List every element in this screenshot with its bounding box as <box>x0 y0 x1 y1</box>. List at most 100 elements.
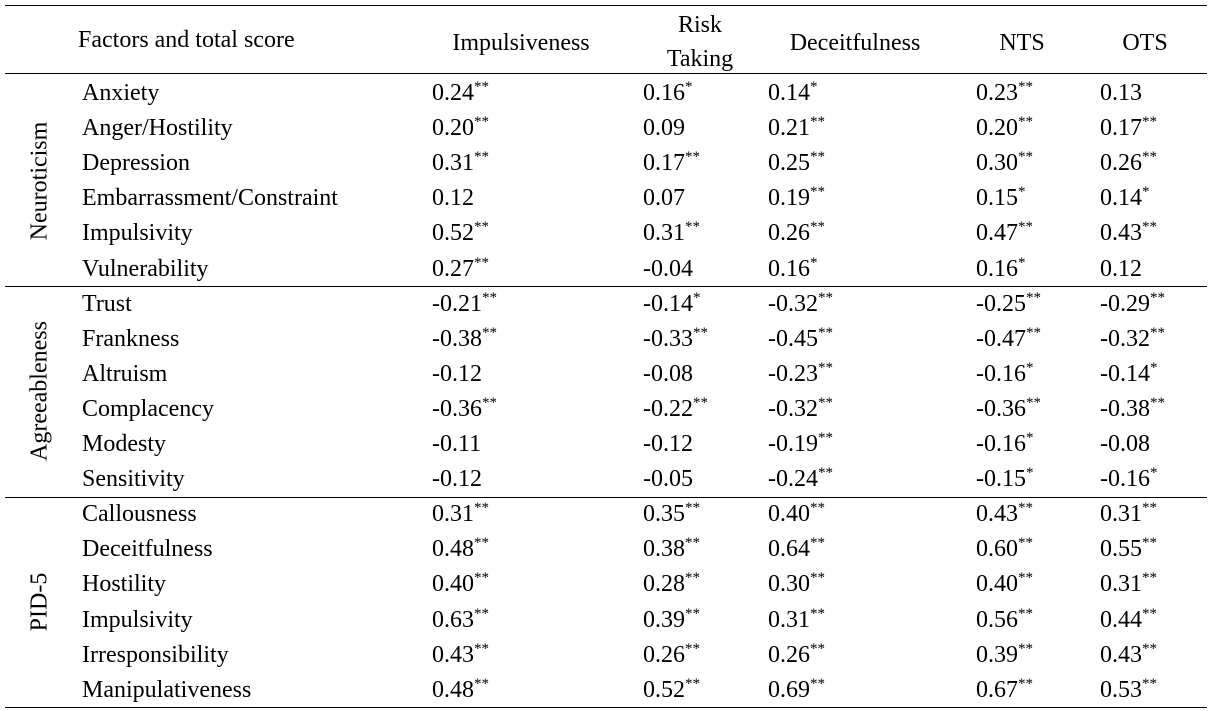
cell: 0.52** <box>432 219 489 250</box>
cell-value: 0.21 <box>768 115 810 142</box>
cell: 0.23** <box>976 79 1033 110</box>
cell: 0.16* <box>643 79 693 110</box>
significance: ** <box>482 324 497 341</box>
cell: 0.53** <box>1100 676 1157 707</box>
cell: -0.36** <box>432 395 497 426</box>
significance: * <box>1150 359 1158 376</box>
cell-value: 0.31 <box>643 220 685 247</box>
factor-label: Complacency <box>82 395 214 422</box>
significance: ** <box>810 500 825 517</box>
cell: -0.08 <box>1100 430 1150 458</box>
cell: 0.40** <box>432 570 489 601</box>
cell: 0.31** <box>1100 570 1157 601</box>
cell: 0.43** <box>1100 219 1157 250</box>
factor-label: Altruism <box>82 360 168 387</box>
cell-value: -0.33 <box>643 325 693 352</box>
cell-value: -0.36 <box>432 395 482 422</box>
column-header: Risk Taking <box>666 12 734 72</box>
cell-value: 0.31 <box>1100 571 1142 598</box>
rule <box>5 286 1207 288</box>
significance: ** <box>1018 79 1033 95</box>
cell-value: 0.23 <box>976 80 1018 106</box>
cell: 0.63** <box>432 606 489 637</box>
factor-label: Trust <box>82 290 132 317</box>
factor-label: Irresponsibility <box>82 641 229 668</box>
factor-label: Modesty <box>82 431 166 457</box>
significance: * <box>810 79 818 95</box>
cell-value: 0.53 <box>1100 676 1142 703</box>
cell-value: 0.48 <box>432 676 474 703</box>
column-header: NTS <box>999 30 1045 56</box>
cell-value: 0.56 <box>976 606 1018 633</box>
significance: * <box>810 254 818 271</box>
significance: ** <box>685 219 700 236</box>
cell-value: 0.28 <box>643 571 685 598</box>
significance: ** <box>1142 149 1157 166</box>
cell: 0.28** <box>643 570 700 601</box>
cell: 0.48** <box>432 535 489 566</box>
cell-value: 0.60 <box>976 536 1018 563</box>
significance: ** <box>1142 219 1157 236</box>
group-label: Neuroticism <box>26 121 53 241</box>
significance: ** <box>685 640 700 657</box>
factor-label: Hostility <box>82 571 167 598</box>
factor-label: Depression <box>82 150 190 177</box>
cell-value: 0.17 <box>1100 115 1142 142</box>
cell-value: 0.19 <box>768 185 810 212</box>
cell-value: 0.12 <box>1100 255 1142 282</box>
cell: 0.26** <box>643 641 700 672</box>
significance: ** <box>474 79 489 95</box>
factor-label: Anxiety <box>82 80 160 106</box>
cell-value: -0.16 <box>976 431 1026 457</box>
cell-value: 0.16 <box>768 255 810 282</box>
rule <box>5 73 1207 74</box>
cell-value: 0.07 <box>643 185 685 212</box>
cell-value: -0.29 <box>1100 290 1150 317</box>
cell-value: 0.12 <box>432 185 474 212</box>
cell: 0.17** <box>1100 114 1157 145</box>
cell-value: -0.08 <box>1100 431 1150 457</box>
cell-value: 0.31 <box>1100 501 1142 528</box>
cell: -0.19** <box>768 430 833 461</box>
cell: 0.31** <box>1100 500 1157 531</box>
cell-value: 0.47 <box>976 220 1018 247</box>
cell: 0.12 <box>1100 255 1142 283</box>
cell: -0.38** <box>1100 395 1165 426</box>
significance: ** <box>685 535 700 552</box>
cell: 0.20** <box>976 114 1033 145</box>
cell: 0.48** <box>432 676 489 707</box>
cell-value: 0.20 <box>432 115 474 142</box>
significance: ** <box>810 219 825 236</box>
significance: ** <box>1142 535 1157 552</box>
column-header: Impulsiveness <box>452 30 590 56</box>
significance: ** <box>1018 114 1033 131</box>
cell-value: 0.69 <box>768 676 810 703</box>
cell-value: 0.43 <box>976 501 1018 528</box>
cell-value: -0.11 <box>432 431 482 457</box>
cell-value: 0.09 <box>643 115 685 142</box>
cell: 0.27** <box>432 255 489 286</box>
significance: ** <box>1142 500 1157 517</box>
significance: ** <box>1018 605 1033 622</box>
factor-label: Impulsivity <box>82 606 193 633</box>
cell: 0.31** <box>432 149 489 180</box>
cell-value: 0.26 <box>643 641 685 668</box>
significance: ** <box>810 149 825 166</box>
cell: 0.19** <box>768 184 825 215</box>
significance: ** <box>685 570 700 587</box>
factor-label: Anger/Hostility <box>82 115 233 142</box>
cell-value: 0.26 <box>768 641 810 668</box>
significance: ** <box>1018 675 1033 692</box>
cell: 0.60** <box>976 535 1033 566</box>
cell-value: 0.31 <box>432 150 474 177</box>
cell: 0.39** <box>976 641 1033 672</box>
significance: ** <box>1142 605 1157 622</box>
cell: 0.14* <box>768 79 818 110</box>
cell: -0.38** <box>432 325 497 356</box>
cell-value: -0.32 <box>768 290 818 317</box>
cell: -0.23** <box>768 360 833 391</box>
cell-value: 0.26 <box>768 220 810 247</box>
significance: ** <box>482 394 497 411</box>
cell-value: 0.52 <box>432 220 474 247</box>
significance: * <box>1018 254 1026 271</box>
